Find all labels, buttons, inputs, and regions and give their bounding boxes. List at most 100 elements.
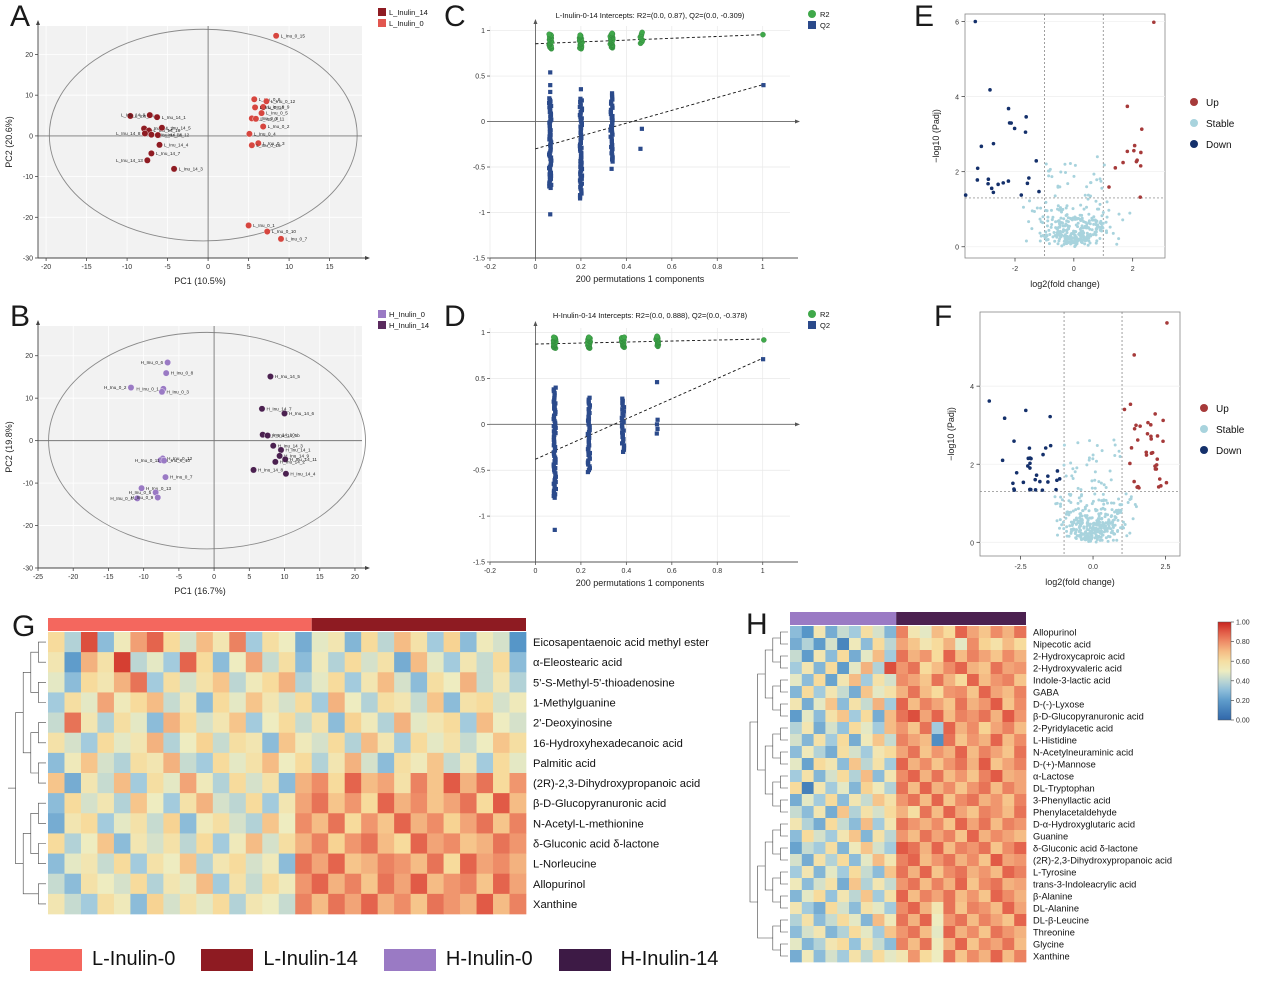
heatmap-cell (361, 793, 379, 814)
q2-point (620, 422, 625, 427)
heatmap-cell (1014, 818, 1027, 831)
heatmap-cell (884, 806, 897, 819)
heatmap-cell (896, 878, 909, 891)
heatmap-cell (196, 672, 214, 693)
heatmap-cell (394, 732, 411, 754)
heatmap-row-label: Xanthine (1033, 951, 1070, 961)
heatmap-cell (908, 866, 921, 879)
volcano-point (1094, 540, 1098, 544)
volcano-point (1128, 531, 1132, 535)
x-tick-label: 2.5 (1161, 564, 1171, 571)
heatmap-cell (919, 902, 932, 915)
y-axis-title: −log10 (Padj) (946, 407, 956, 461)
heatmap-cell (813, 902, 826, 915)
volcano-point (1086, 233, 1090, 237)
heatmap-cell (427, 732, 444, 754)
dendrogram-link (780, 679, 788, 693)
volcano-point (1074, 536, 1078, 540)
volcano-point (1062, 527, 1066, 531)
heatmap-cell (978, 806, 991, 819)
heatmap-cell (872, 890, 885, 903)
volcano-point (1104, 220, 1108, 224)
heatmap-cell (460, 793, 477, 814)
heatmap-cell (967, 866, 980, 879)
heatmap-cell (229, 833, 247, 854)
pca-point-label: H_Inu_14_5b (272, 433, 300, 438)
pca-point-label: H_Inu_14_6 (289, 411, 314, 416)
heatmap-cell (919, 746, 932, 759)
dendrogram-link (772, 877, 781, 903)
heatmap-cell (1014, 626, 1027, 639)
volcano-point (1058, 206, 1062, 210)
dendrogram-link (780, 751, 788, 765)
volcano-point (1083, 193, 1087, 197)
volcano-point (1108, 469, 1112, 473)
volcano-point (1057, 477, 1062, 481)
volcano-point (991, 190, 996, 195)
heatmap-cell (967, 626, 980, 639)
pca-point (281, 410, 288, 417)
volcano-point (1059, 495, 1063, 499)
heatmap-cell (896, 914, 909, 927)
volcano-point (1071, 207, 1075, 211)
heatmap-cell (790, 626, 803, 639)
heatmap-cell (943, 722, 956, 735)
heatmap-cell (813, 746, 826, 759)
heatmap-cell (361, 853, 379, 875)
volcano-point (1012, 126, 1017, 131)
volcano-point (1087, 219, 1091, 223)
heatmap-cell (295, 692, 313, 713)
volcano-point (1041, 233, 1045, 237)
heatmap-cell (990, 650, 1003, 663)
heatmap-cell (884, 698, 897, 711)
volcano-point (1079, 494, 1083, 498)
dendrogram-link (780, 775, 788, 789)
heatmap-cell (849, 626, 862, 639)
heatmap-cell (955, 758, 968, 771)
heatmap-cell (1002, 770, 1015, 783)
pca-point (259, 123, 267, 130)
heatmap-cell (931, 626, 944, 639)
heatmap-cell (943, 902, 956, 915)
heatmap-cell (262, 853, 280, 875)
volcano-point (1110, 508, 1114, 512)
heatmap-cell (931, 890, 944, 903)
q2-point (621, 447, 627, 452)
legend-label: Stable (1206, 119, 1235, 130)
heatmap-cell (967, 698, 980, 711)
heatmap-cell (427, 752, 444, 774)
heatmap-cell (410, 732, 428, 754)
volcano-point (1111, 231, 1115, 235)
x-tick-label: 0.8 (712, 568, 722, 575)
volcano-point (1002, 416, 1007, 420)
volcano-point (1058, 234, 1062, 238)
heatmap-cell (328, 752, 346, 774)
heatmap-cell (896, 746, 909, 759)
heatmap-cell (328, 813, 346, 834)
volcano-point (1027, 176, 1031, 180)
heatmap-cell (813, 794, 826, 807)
heatmap-cell (825, 794, 838, 807)
heatmap-cell (849, 710, 862, 723)
r2-point (654, 333, 660, 340)
volcano-point (1095, 530, 1099, 534)
volcano-point (1037, 189, 1041, 194)
volcano-point (1069, 461, 1073, 465)
volcano-point (1090, 516, 1094, 520)
volcano-point (1055, 227, 1059, 231)
y-tick-label: 0.5 (475, 74, 485, 81)
volcano-point (1088, 526, 1092, 530)
x-tick-label: 15 (326, 264, 334, 271)
heatmap-cell (130, 853, 148, 875)
volcano-point (1039, 220, 1043, 224)
heatmap-cell (97, 712, 115, 734)
heatmap-cell (837, 794, 850, 807)
heatmap-cell (813, 734, 826, 747)
legend-swatch (1190, 140, 1198, 148)
heatmap-cell (908, 854, 921, 867)
volcano-point (1050, 175, 1054, 179)
heatmap-cell (931, 830, 944, 843)
volcano-point (1007, 121, 1012, 125)
heatmap-cell (361, 813, 379, 834)
